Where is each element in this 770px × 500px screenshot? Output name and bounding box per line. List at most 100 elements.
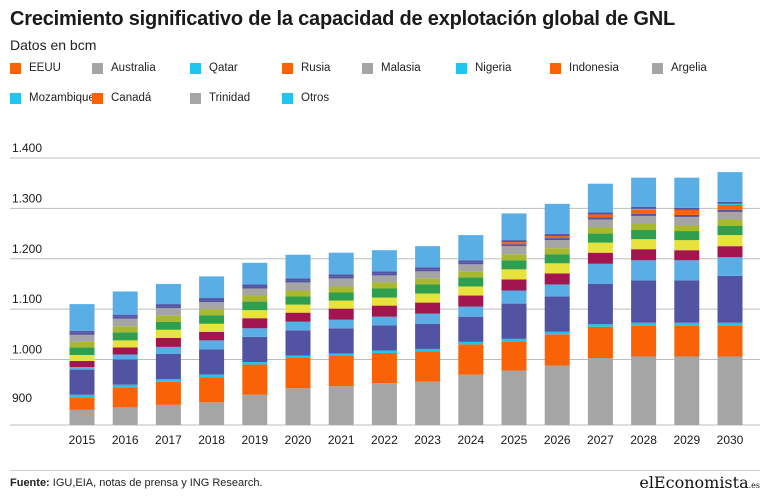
bar-segment — [415, 351, 441, 382]
bar-segment — [544, 331, 570, 335]
bar-segment — [199, 374, 225, 378]
chart-subtitle: Datos en bcm — [10, 37, 97, 53]
bar-segment — [242, 284, 268, 287]
bar-segment — [112, 316, 138, 319]
bar-segment — [371, 352, 397, 384]
bar-segment — [458, 344, 484, 375]
bar-segment — [69, 361, 95, 368]
bar-segment — [328, 386, 354, 425]
legend-item-eeuu: EEUU — [10, 62, 61, 74]
legend-item-canad-: Canadá — [92, 92, 151, 104]
bar-segment — [674, 240, 700, 251]
bar-segment — [674, 325, 700, 357]
bar-segment — [415, 278, 441, 285]
bar-segment — [631, 230, 657, 240]
x-tick-label: 2019 — [241, 433, 268, 447]
bar-segment — [631, 215, 657, 224]
x-tick-label: 2018 — [198, 433, 225, 447]
bar-segment — [674, 177, 700, 208]
bar-segment — [501, 338, 527, 342]
bar-segment — [69, 409, 95, 425]
bar-segment — [674, 209, 700, 215]
y-axis-labels: 900 1.000 1.100 1.200 1.300 1.400 — [12, 141, 42, 405]
y-tick-label: 900 — [12, 391, 32, 405]
bar-segment — [674, 356, 700, 425]
bar-segment — [458, 286, 484, 296]
x-tick-label: 2017 — [155, 433, 182, 447]
bar-segment — [285, 296, 311, 305]
bar-segment — [544, 254, 570, 264]
bar-segment — [501, 279, 527, 291]
bar-segment — [199, 302, 225, 310]
bar-segment — [328, 353, 354, 356]
bar-segment — [587, 263, 613, 284]
y-tick-label: 1.200 — [12, 242, 42, 256]
bar-segment — [69, 332, 95, 335]
bar-segment — [328, 319, 354, 329]
bar-segment — [674, 231, 700, 241]
bar-segment — [285, 304, 311, 313]
bar-segment — [285, 330, 311, 356]
bar-segment — [458, 262, 484, 265]
bar-segment — [544, 365, 570, 425]
bar-segment — [69, 330, 95, 333]
bar-segment — [415, 267, 441, 270]
bar-segment — [112, 359, 138, 385]
legend-item-trinidad: Trinidad — [190, 92, 250, 104]
bar-segment — [717, 322, 743, 326]
bar-segment — [501, 242, 527, 245]
bar-segment — [631, 249, 657, 261]
bar-segment — [501, 341, 527, 371]
bar-segment — [242, 262, 268, 285]
bar-segment — [587, 183, 613, 213]
x-tick-label: 2028 — [630, 433, 657, 447]
legend-swatch — [190, 92, 201, 104]
bar-segment — [587, 324, 613, 327]
x-tick-label: 2023 — [414, 433, 441, 447]
bar-segment — [717, 204, 743, 210]
bar-segment — [285, 280, 311, 283]
bar-segment — [328, 355, 354, 387]
bar-segment — [242, 394, 268, 425]
bar-segment — [112, 340, 138, 348]
legend-item-australia: Australia — [92, 62, 156, 74]
bar-segment — [371, 273, 397, 276]
brand-suffix: .es — [748, 481, 760, 490]
bar-segment — [674, 207, 700, 210]
bar-segment — [371, 282, 397, 289]
bar-segment — [458, 264, 484, 272]
bar-segment — [199, 298, 225, 301]
legend-swatch — [92, 92, 103, 104]
bar-segment — [501, 290, 527, 304]
bar-segment — [69, 347, 95, 355]
bar-segment — [155, 381, 181, 405]
bar-segment — [242, 318, 268, 329]
legend-swatch — [362, 62, 373, 74]
bar-segment — [458, 374, 484, 425]
bar-segment — [242, 336, 268, 363]
bar-segment — [112, 318, 138, 327]
bar-segment — [155, 346, 181, 354]
legend-item-malasia: Malasia — [362, 62, 421, 74]
legend-swatch — [10, 92, 21, 104]
bar-segment — [631, 206, 657, 209]
bar-segment — [717, 235, 743, 247]
bar-segment — [69, 341, 95, 348]
x-tick-label: 2021 — [328, 433, 355, 447]
bar-segment — [285, 388, 311, 425]
x-tick-label: 2015 — [69, 433, 96, 447]
bar-segment — [242, 286, 268, 289]
bar-segment — [242, 301, 268, 311]
bar-segment — [112, 326, 138, 333]
bar-segment — [631, 209, 657, 214]
bar-segment — [717, 325, 743, 357]
bar-segment — [371, 305, 397, 317]
bar-segment — [328, 274, 354, 277]
bar-segment — [371, 297, 397, 306]
legend-swatch — [190, 62, 201, 74]
bar-segment — [155, 379, 181, 382]
bar-segment — [458, 306, 484, 317]
legend-swatch — [652, 62, 663, 74]
legend-label: EEUU — [29, 62, 61, 74]
bar-segment — [199, 309, 225, 316]
